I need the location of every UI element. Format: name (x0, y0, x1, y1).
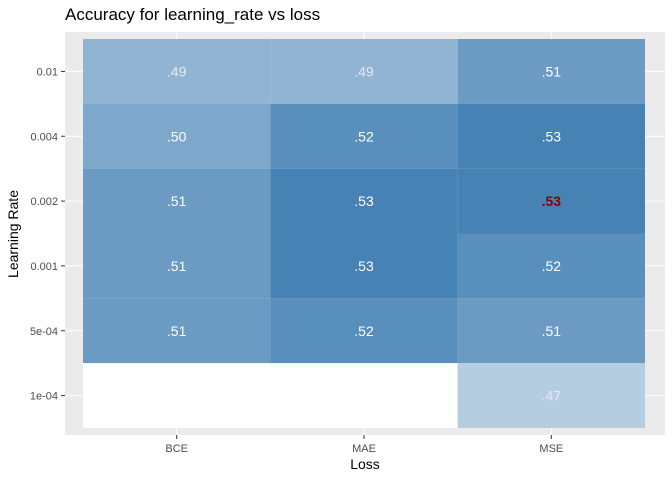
heatmap-cell (83, 39, 271, 104)
cell-value-label: .52 (354, 323, 374, 339)
x-axis-ticks: BCE MAE MSE (165, 435, 563, 455)
heatmap-cell (457, 363, 645, 428)
y-tick-label: 0.001 (30, 261, 58, 273)
cell-value-label-highlight: .53 (542, 193, 562, 209)
cell-value-label: .51 (542, 63, 562, 79)
x-tick-label: MSE (539, 443, 563, 455)
cell-value-label: .49 (167, 63, 187, 79)
cell-value-label: .53 (542, 128, 562, 144)
cell-value-label: .47 (542, 388, 562, 404)
cell-value-label: .53 (354, 258, 374, 274)
cell-value-label: .51 (167, 193, 187, 209)
heatmap-cell (457, 233, 645, 299)
x-axis-title: Loss (350, 456, 380, 472)
y-axis-ticks: 0.01 0.004 0.002 0.001 5e-04 1e-04 (30, 66, 65, 403)
heatmap-cell (270, 103, 458, 169)
y-tick-label: 0.004 (30, 131, 58, 143)
cell-labels: .49 .49 .51 .50 .52 .53 .51 .53 .53 .51 .53 .52 .51.… (167, 63, 561, 403)
heatmap-cell (83, 298, 271, 364)
x-tick-label: BCE (165, 443, 188, 455)
cell-value-label: .52 (354, 128, 374, 144)
heatmap-cell (457, 103, 645, 169)
heatmap-cell (83, 363, 271, 428)
y-tick-label: 0.002 (30, 196, 58, 208)
cell-value-label: .51 (167, 258, 187, 274)
y-axis-title: Learning Rate (5, 190, 21, 278)
heatmap-cell (457, 298, 645, 364)
y-tick-label: 5e-04 (30, 326, 58, 338)
heatmap-cell (457, 39, 645, 104)
cell-value-label: .53 (354, 193, 374, 209)
heatmap-cell (83, 103, 271, 169)
heatmap-cell (457, 168, 645, 234)
heatmap-cell (83, 168, 271, 234)
heatmap-cell (270, 298, 458, 364)
x-tick-label: MAE (352, 443, 376, 455)
y-tick-label: 0.01 (37, 66, 58, 78)
cell-value-label: .52 (542, 258, 562, 274)
cell-value-label: .49 (354, 63, 374, 79)
cell-value-label: .51 (167, 323, 187, 339)
cell-value-label: .50 (167, 128, 187, 144)
heatmap-cells (83, 39, 645, 428)
heatmap-cell (270, 168, 458, 234)
cell-value-label: .51 (542, 323, 562, 339)
heatmap-cell (270, 233, 458, 299)
chart-title: Accuracy for learning_rate vs loss (65, 5, 320, 24)
heatmap-cell (270, 39, 458, 104)
heatmap-cell (270, 363, 458, 428)
y-tick-label: 1e-04 (30, 391, 58, 403)
heatmap-cell (83, 233, 271, 299)
